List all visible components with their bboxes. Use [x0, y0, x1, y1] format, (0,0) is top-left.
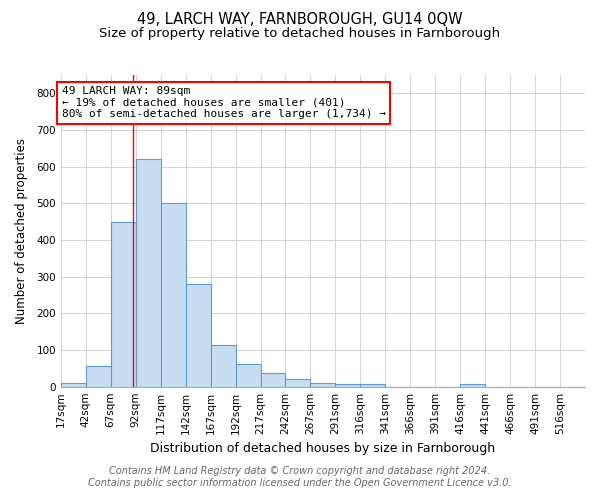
- Bar: [136, 158, 161, 386]
- Bar: [86, 366, 111, 386]
- Bar: [286, 378, 310, 386]
- Bar: [111, 222, 136, 386]
- Bar: [460, 384, 485, 386]
- Text: 49, LARCH WAY, FARNBOROUGH, GU14 0QW: 49, LARCH WAY, FARNBOROUGH, GU14 0QW: [137, 12, 463, 28]
- Bar: [211, 344, 236, 387]
- Bar: [236, 364, 260, 386]
- Bar: [361, 384, 385, 386]
- Bar: [310, 383, 335, 386]
- Bar: [260, 373, 286, 386]
- Bar: [335, 384, 361, 386]
- Text: Size of property relative to detached houses in Farnborough: Size of property relative to detached ho…: [100, 28, 500, 40]
- Bar: [185, 284, 211, 386]
- Y-axis label: Number of detached properties: Number of detached properties: [15, 138, 28, 324]
- Bar: [161, 204, 185, 386]
- Text: Contains HM Land Registry data © Crown copyright and database right 2024.
Contai: Contains HM Land Registry data © Crown c…: [88, 466, 512, 487]
- Bar: [61, 383, 86, 386]
- Text: 49 LARCH WAY: 89sqm
← 19% of detached houses are smaller (401)
80% of semi-detac: 49 LARCH WAY: 89sqm ← 19% of detached ho…: [62, 86, 386, 119]
- X-axis label: Distribution of detached houses by size in Farnborough: Distribution of detached houses by size …: [151, 442, 496, 455]
